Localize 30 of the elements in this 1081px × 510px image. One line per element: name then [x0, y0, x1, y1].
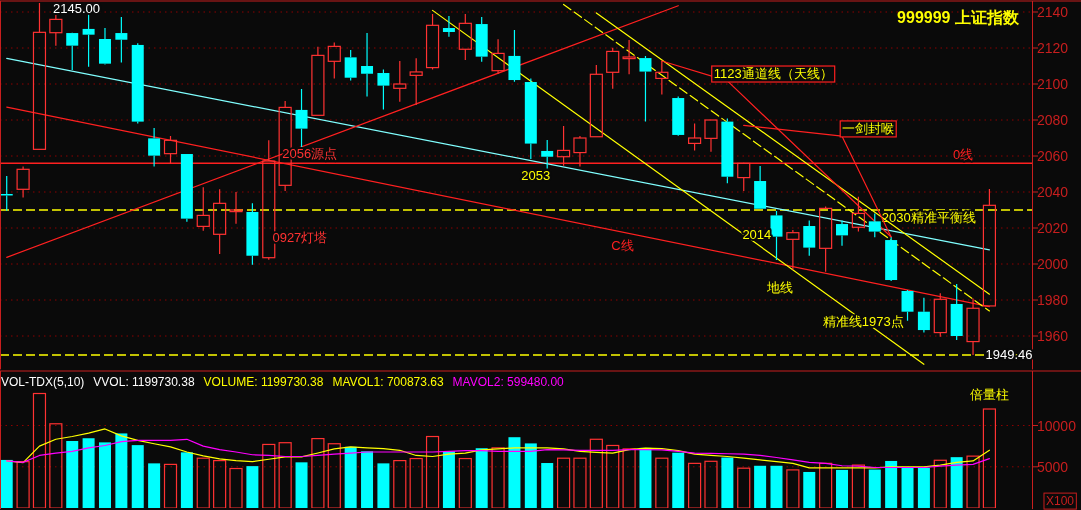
annotation: 倍量柱 [969, 387, 1009, 403]
tick: 2120 [1037, 40, 1069, 56]
annotation: 精准线1973点 [822, 314, 904, 330]
annotation: 2014 [742, 226, 772, 242]
tick: 10000 [1037, 417, 1076, 434]
series-label: 一剑封喉 [842, 120, 895, 136]
tick: 2000 [1037, 256, 1069, 272]
series-label: C线 [611, 237, 634, 253]
annotation: MAVOL2: 599480.00 [452, 375, 565, 389]
tick: 1960 [1037, 328, 1069, 344]
ref-line-label: 2030精准平衡线 [881, 209, 976, 225]
annotation: MAVOL1: 700873.63 [332, 375, 444, 389]
annotation: VOL-TDX(5,10) [1, 375, 85, 389]
series-label: 地线 [765, 280, 793, 296]
text: 999999 上证指数 [897, 9, 1020, 26]
tick: 2100 [1037, 76, 1069, 92]
tick: 2080 [1037, 112, 1069, 128]
series-label: 1123通道线（天线） [713, 66, 833, 82]
tick: 5000 [1037, 458, 1069, 475]
tick: 2060 [1037, 148, 1069, 164]
annotation: 2053 [521, 168, 551, 184]
tick: 2040 [1037, 184, 1069, 200]
y-axis-title: X100 [1045, 494, 1075, 509]
tick: 1980 [1037, 292, 1069, 308]
annotation: 2145.00 [53, 1, 101, 17]
tick: 2140 [1037, 4, 1069, 20]
ref-line-label: 0线 [953, 147, 974, 163]
annotation: VOLUME: 1199730.38 [203, 375, 324, 389]
tick: 2020 [1037, 220, 1069, 236]
annotation: VVOL: 1199730.38 [93, 375, 195, 389]
